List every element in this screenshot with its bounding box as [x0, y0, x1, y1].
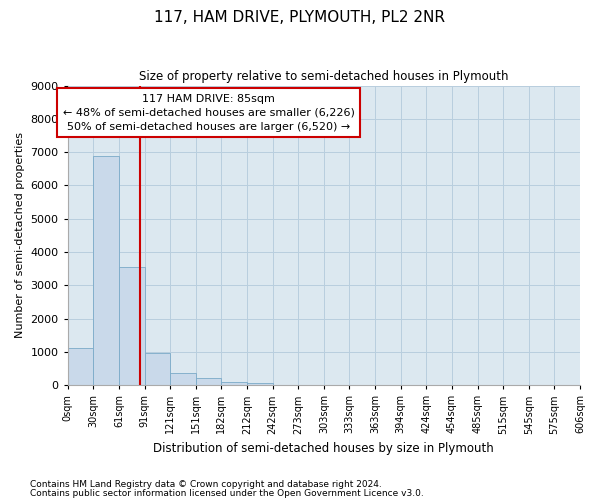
Bar: [68, 348, 94, 385]
Bar: [94, 156, 119, 385]
Text: Contains HM Land Registry data © Crown copyright and database right 2024.: Contains HM Land Registry data © Crown c…: [30, 480, 382, 489]
Bar: [196, 378, 221, 385]
Bar: [221, 382, 247, 385]
Text: 117 HAM DRIVE: 85sqm
← 48% of semi-detached houses are smaller (6,226)
50% of se: 117 HAM DRIVE: 85sqm ← 48% of semi-detac…: [62, 94, 355, 132]
X-axis label: Distribution of semi-detached houses by size in Plymouth: Distribution of semi-detached houses by …: [154, 442, 494, 455]
Bar: [145, 353, 170, 385]
Y-axis label: Number of semi-detached properties: Number of semi-detached properties: [15, 132, 25, 338]
Bar: [170, 374, 196, 385]
Bar: [119, 266, 145, 385]
Bar: [247, 383, 272, 385]
Text: Contains public sector information licensed under the Open Government Licence v3: Contains public sector information licen…: [30, 490, 424, 498]
Text: 117, HAM DRIVE, PLYMOUTH, PL2 2NR: 117, HAM DRIVE, PLYMOUTH, PL2 2NR: [155, 10, 445, 25]
Title: Size of property relative to semi-detached houses in Plymouth: Size of property relative to semi-detach…: [139, 70, 509, 83]
